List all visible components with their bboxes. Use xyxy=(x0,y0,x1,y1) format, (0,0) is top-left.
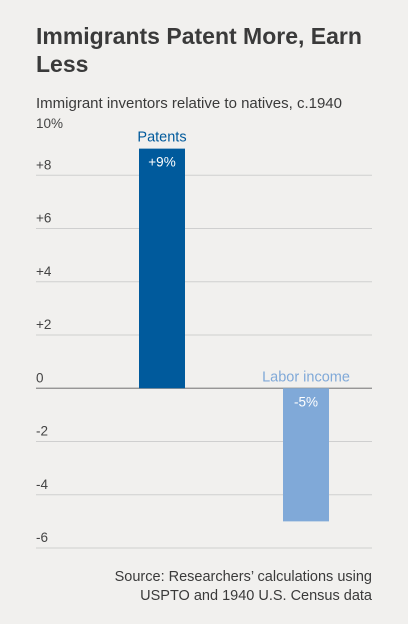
data-label: -5% xyxy=(294,394,318,409)
y-tick-label: +2 xyxy=(36,317,51,332)
data-label: +9% xyxy=(148,155,175,170)
category-label: Patents xyxy=(137,130,186,146)
source-line-2: USPTO and 1940 U.S. Census data xyxy=(140,588,372,604)
source-note: Source: Researchers’ calculations using … xyxy=(52,568,372,606)
chart-title: Immigrants Patent More, Earn Less xyxy=(36,23,362,77)
y-tick-label: -4 xyxy=(36,477,48,492)
gridlines xyxy=(36,174,372,549)
bar-labels: Patents +9% Labor income -5% xyxy=(137,130,350,410)
y-axis-ticks: -6 -4 -2 0 +2 +4 +6 +8 10% xyxy=(36,116,63,545)
y-tick-label: +8 xyxy=(36,157,51,172)
bar-patents xyxy=(139,148,185,389)
bars xyxy=(139,148,329,522)
y-tick-label: +6 xyxy=(36,211,51,226)
chart-subtitle: Immigrant inventors relative to natives,… xyxy=(36,95,342,112)
source-line-1: Source: Researchers’ calculations using xyxy=(114,569,372,585)
bar-labor-income xyxy=(283,388,329,522)
y-tick-label: +4 xyxy=(36,264,52,279)
y-tick-label: -2 xyxy=(36,424,48,439)
y-tick-label: -6 xyxy=(36,530,48,545)
category-label: Labor income xyxy=(262,369,350,385)
y-tick-label: 0 xyxy=(36,370,44,385)
y-tick-label: 10% xyxy=(36,116,63,131)
